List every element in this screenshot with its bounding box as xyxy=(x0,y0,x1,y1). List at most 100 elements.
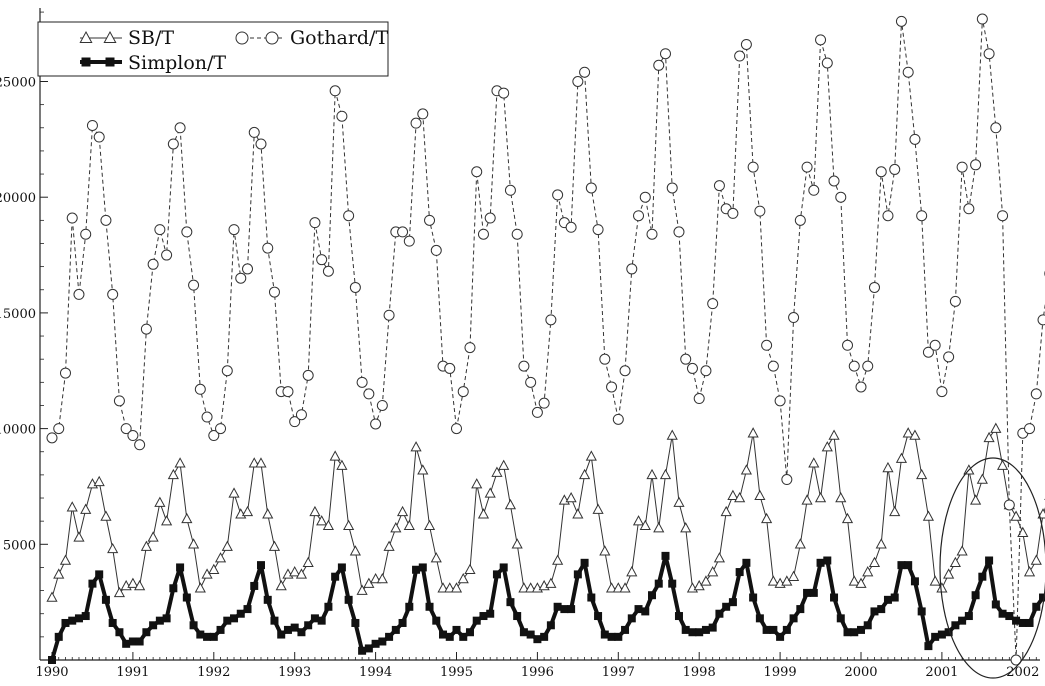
point-gothard xyxy=(768,361,778,371)
point-sb xyxy=(600,546,610,555)
point-sb xyxy=(74,532,84,541)
point-sb xyxy=(1025,567,1035,576)
point-gothard xyxy=(425,215,435,225)
point-gothard xyxy=(364,389,374,399)
point-simplon xyxy=(810,589,818,597)
point-simplon xyxy=(877,605,885,613)
point-sb xyxy=(984,433,994,442)
point-simplon xyxy=(965,612,973,620)
point-gothard xyxy=(350,282,360,292)
point-simplon xyxy=(924,642,932,650)
point-gothard xyxy=(681,354,691,364)
legend-label-simplon: Simplon/T xyxy=(128,52,226,74)
point-gothard xyxy=(896,16,906,26)
point-gothard xyxy=(202,412,212,422)
point-simplon xyxy=(392,626,400,634)
point-simplon xyxy=(891,594,899,602)
point-gothard xyxy=(883,211,893,221)
point-gothard xyxy=(404,236,414,246)
point-sb xyxy=(485,488,495,497)
point-simplon xyxy=(918,607,926,615)
point-sb xyxy=(182,514,192,523)
point-simplon xyxy=(426,603,434,611)
point-sb xyxy=(957,546,967,555)
point-simplon xyxy=(574,570,582,578)
point-gothard xyxy=(674,227,684,237)
point-gothard xyxy=(168,139,178,149)
point-simplon xyxy=(547,621,555,629)
point-gothard xyxy=(647,229,657,239)
point-simplon xyxy=(661,552,669,560)
point-simplon xyxy=(904,561,912,569)
point-gothard xyxy=(660,49,670,59)
point-simplon xyxy=(95,570,103,578)
point-sb xyxy=(499,461,509,470)
point-gothard xyxy=(532,407,542,417)
point-gothard xyxy=(654,60,664,70)
point-sb xyxy=(223,542,233,551)
point-sb xyxy=(276,581,286,590)
point-gothard xyxy=(869,282,879,292)
point-sb xyxy=(701,576,711,585)
point-simplon xyxy=(244,605,252,613)
point-sb xyxy=(303,558,313,567)
point-gothard xyxy=(944,352,954,362)
point-sb xyxy=(951,558,961,567)
point-sb xyxy=(748,428,758,437)
point-gothard xyxy=(519,361,529,371)
point-gothard xyxy=(222,366,232,376)
point-gothard xyxy=(809,185,819,195)
point-simplon xyxy=(648,591,656,599)
point-gothard xyxy=(573,77,583,87)
point-gothard xyxy=(822,58,832,68)
point-gothard xyxy=(330,86,340,96)
point-simplon xyxy=(432,617,440,625)
point-gothard xyxy=(984,49,994,59)
point-sb xyxy=(290,567,300,576)
point-gothard xyxy=(687,363,697,373)
point-sb xyxy=(196,583,206,592)
point-gothard xyxy=(101,215,111,225)
point-sb xyxy=(715,553,725,562)
point-sb xyxy=(553,555,563,564)
point-gothard xyxy=(249,127,259,137)
point-gothard xyxy=(930,340,940,350)
point-gothard xyxy=(216,424,226,434)
point-simplon xyxy=(466,628,474,636)
x-tick-label-1991: 1991 xyxy=(116,665,149,680)
y-tick-label-15000: 15000 xyxy=(0,307,36,322)
point-simplon xyxy=(500,563,508,571)
point-gothard xyxy=(580,67,590,77)
point-gothard xyxy=(67,213,77,223)
point-sb xyxy=(243,507,253,516)
point-sb xyxy=(94,477,104,486)
point-sb xyxy=(829,431,839,440)
point-sb xyxy=(755,491,765,500)
point-gothard xyxy=(971,160,981,170)
point-simplon xyxy=(864,621,872,629)
point-sb xyxy=(789,572,799,581)
legend-point-simplon xyxy=(106,58,115,67)
point-gothard xyxy=(317,255,327,265)
point-gothard xyxy=(148,259,158,269)
legend-label-gothard: Gothard/T xyxy=(290,27,388,49)
point-sb xyxy=(876,539,886,548)
point-sb xyxy=(661,470,671,479)
point-sb xyxy=(708,567,718,576)
y-tick-label-10000: 10000 xyxy=(0,423,36,438)
point-gothard xyxy=(613,414,623,424)
point-gothard xyxy=(1004,500,1014,510)
point-simplon xyxy=(506,598,514,606)
point-sb xyxy=(903,428,913,437)
point-gothard xyxy=(452,424,462,434)
point-simplon xyxy=(641,607,649,615)
point-sb xyxy=(721,507,731,516)
point-simplon xyxy=(709,624,717,632)
point-gothard xyxy=(465,343,475,353)
point-gothard xyxy=(863,361,873,371)
legend-point-gothard xyxy=(266,32,278,44)
point-gothard xyxy=(263,243,273,253)
point-simplon xyxy=(109,619,117,627)
point-gothard xyxy=(762,340,772,350)
